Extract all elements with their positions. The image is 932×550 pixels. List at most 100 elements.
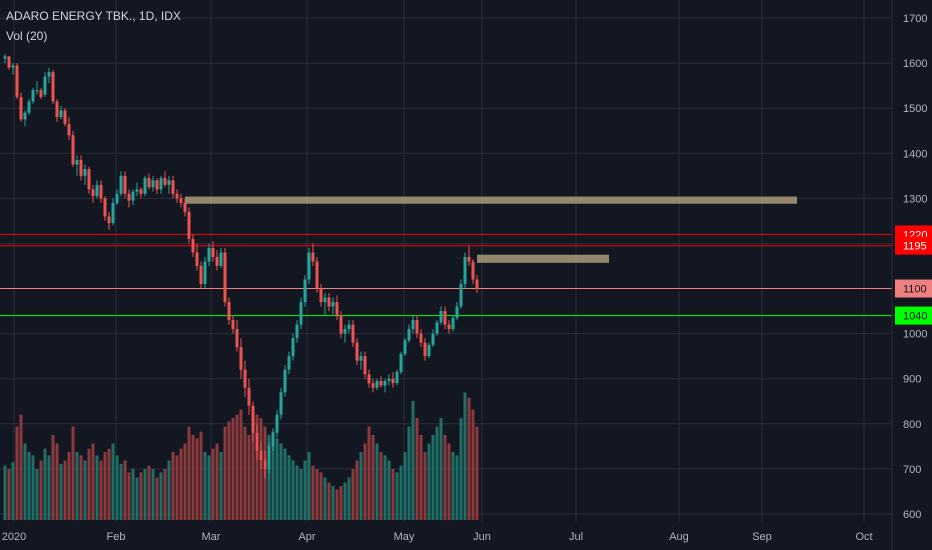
volume-bar [215,443,219,520]
volume-bar [63,460,67,520]
candle-body [115,193,119,203]
time-tick-label: Oct [855,531,872,543]
volume-bar [155,477,159,520]
volume-bar [87,448,91,520]
volume-bar [439,418,443,520]
candle-body [407,329,411,341]
candle-body [471,261,475,280]
candle-body [375,380,379,388]
volume-bar [79,455,83,520]
candle-body [131,191,135,201]
candle-body [287,356,291,370]
volume-bar [123,460,127,520]
volume-bar [367,426,371,520]
candle-body [251,405,255,433]
volume-bar [219,452,223,520]
candle-body [459,284,463,307]
candle-body [227,302,231,321]
time-tick-label: 2020 [2,531,26,543]
candle-body [331,302,335,307]
candle-body [367,374,371,384]
volume-bar [363,443,367,520]
candle-body [359,356,363,361]
volume-bar [99,460,103,520]
volume-bar [275,438,279,520]
candle-body [155,180,159,190]
volume-bar [375,443,379,520]
volume-bar [199,431,203,520]
volume-indicator-label[interactable]: Vol (20) [6,29,48,43]
time-tick-label: Jul [569,531,583,543]
candle-body [355,342,359,361]
volume-bar [315,469,319,520]
candle-body [135,189,139,192]
chart-title: ADARO ENERGY TBK., 1D, IDX [6,9,181,23]
candle-body [83,169,87,176]
volume-bar [203,452,207,520]
price-tick-label: 600 [903,509,921,521]
candle-body [27,101,31,113]
volume-bar [195,438,199,520]
volume-bar [223,426,227,520]
volume-bar [59,463,63,520]
candle-body [95,184,99,197]
volume-bar [259,418,263,520]
candle-body [351,324,355,343]
candle-body [383,380,387,386]
volume-bar [211,448,215,520]
candle-body [431,333,435,345]
candle-body [187,211,191,239]
candle-body [271,432,275,447]
candle-body [147,178,151,188]
volume-bar [175,455,179,520]
candle-body [455,306,459,318]
volume-bar [283,448,287,520]
volume-bar [279,443,283,520]
volume-bar [335,489,339,520]
candle-body [203,261,207,285]
volume-bar [7,469,11,520]
volume-bar [167,460,171,520]
candle-body [371,383,375,388]
volume-bar [323,477,327,520]
price-tick-label: 900 [903,374,921,386]
candle-body [387,378,391,381]
time-tick-label: Jun [473,531,491,543]
price-tick-label: 1000 [903,329,927,341]
candle-body [335,302,339,316]
candle-body [35,90,39,92]
level-price-label: 1100 [903,284,927,296]
candle-body [199,265,203,285]
volume-bar [303,460,307,520]
candle-body [339,315,343,334]
volume-bar [171,452,175,520]
candle-body [291,338,295,357]
candle-body [11,65,15,68]
volume-bar [407,426,411,520]
volume-bar [39,460,43,520]
volume-bar [255,414,259,520]
volume-bar [455,455,459,520]
volume-bar [163,469,167,520]
candle-body [395,371,399,384]
candle-body [475,279,479,289]
candle-body [427,344,431,357]
volume-bar [127,472,131,520]
candle-body [255,432,259,451]
candle-body [299,302,303,325]
volume-bar [319,472,323,520]
volume-bar [471,409,475,520]
volume-bar [139,472,143,520]
candle-body [63,110,67,124]
volume-bar [307,452,311,520]
volume-bar [227,421,231,520]
candle-body [19,96,23,120]
volume-bar [27,452,31,520]
volume-bar [411,401,415,520]
volume-bar [251,421,255,520]
volume-bar [231,418,235,520]
candle-body [399,353,403,372]
candle-body [315,261,319,289]
time-tick-label: Aug [669,531,689,543]
